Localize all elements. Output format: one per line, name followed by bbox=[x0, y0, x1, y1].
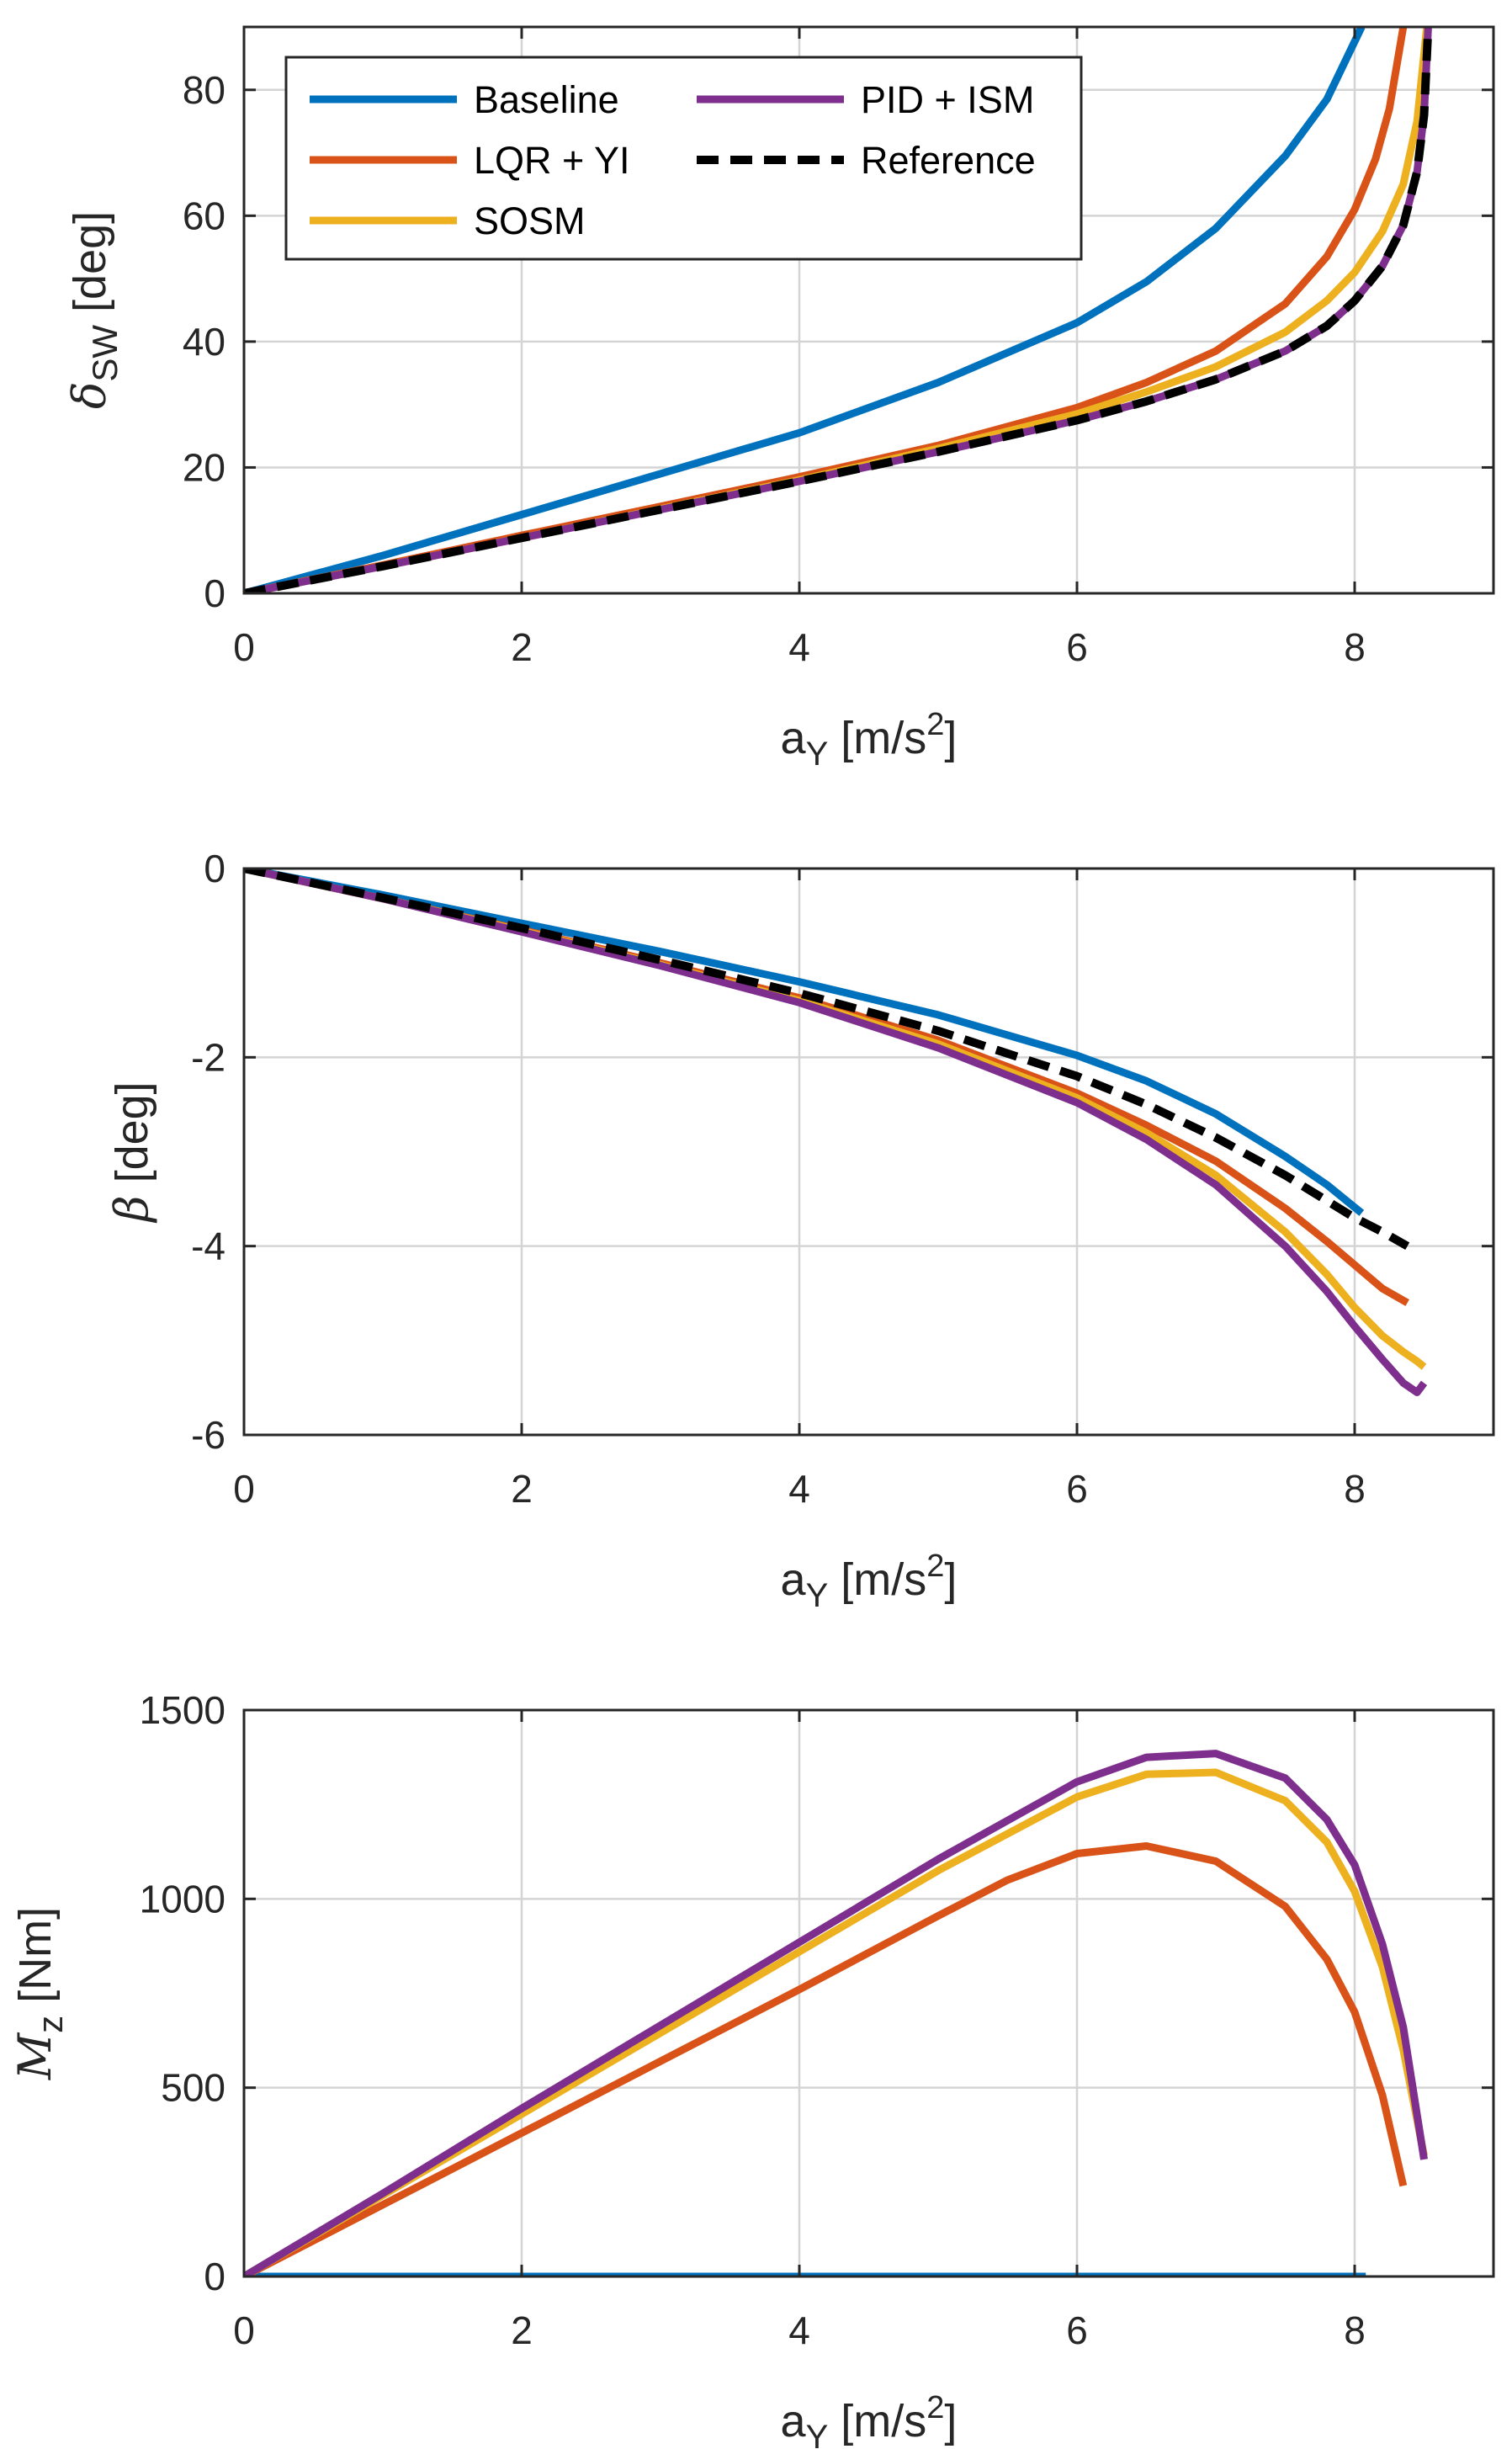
x-tick-label: 2 bbox=[511, 2308, 533, 2352]
x-tick-label: 4 bbox=[788, 1467, 810, 1511]
x-axis-label-unit-close: ] bbox=[944, 2396, 957, 2446]
legend-label: LQR + YI bbox=[474, 139, 630, 182]
x-axis-label-subscript: Y bbox=[806, 2419, 829, 2449]
legend-label: SOSM bbox=[474, 199, 586, 242]
x-tick-label: 6 bbox=[1066, 625, 1088, 669]
x-tick-label: 0 bbox=[233, 1467, 255, 1511]
axes-frame bbox=[242, 1708, 1495, 2278]
x-tick-label: 2 bbox=[511, 625, 533, 669]
series-line-reference bbox=[244, 27, 1433, 593]
y-tick-label: -4 bbox=[191, 1224, 225, 1268]
axes-frame bbox=[242, 867, 1495, 1437]
y-tick-label: 0 bbox=[204, 571, 225, 615]
series-line-sosm bbox=[244, 1768, 1428, 2276]
y-axis-label-unit: [deg] bbox=[107, 1081, 157, 1195]
x-tick-label: 2 bbox=[511, 1467, 533, 1511]
y-axis-label: β [deg] bbox=[105, 1081, 158, 1223]
legend-label: Baseline bbox=[474, 78, 619, 121]
y-axis-label: δSW [deg] bbox=[63, 211, 125, 409]
series-line-lqr-yi bbox=[244, 1842, 1408, 2276]
x-tick-label: 8 bbox=[1344, 2308, 1366, 2352]
y-axis-label-subscript: z bbox=[30, 2016, 70, 2033]
legend: Baseline PID + ISM LQR + YI Reference SOSM bbox=[284, 56, 1083, 261]
x-tick-label: 0 bbox=[233, 625, 255, 669]
y-tick-label: 60 bbox=[183, 194, 225, 237]
y-axis-label-unit: [deg] bbox=[65, 211, 115, 325]
y-tick-label: 80 bbox=[183, 68, 225, 112]
series-group bbox=[244, 27, 1433, 593]
x-axis-label-base: a bbox=[781, 713, 807, 763]
y-tick-label: 500 bbox=[161, 2066, 225, 2110]
y-axis-label-base: δ bbox=[63, 382, 116, 410]
x-axis-label-superscript: 2 bbox=[926, 2390, 944, 2425]
y-tick-label: -2 bbox=[191, 1035, 225, 1079]
x-axis-label-unit-close: ] bbox=[944, 713, 957, 763]
x-tick-label: 8 bbox=[1344, 1467, 1366, 1511]
x-axis-label-subscript: Y bbox=[806, 1577, 829, 1614]
x-axis-label-superscript: 2 bbox=[926, 707, 944, 742]
series-line-pid-ism bbox=[244, 869, 1428, 1396]
x-axis-label-unit: [m/s bbox=[828, 2396, 926, 2446]
y-tick-label: 40 bbox=[183, 320, 225, 364]
axes-frame bbox=[242, 25, 1495, 595]
y-axis-label-base: β bbox=[105, 1195, 158, 1223]
x-tick-label: 8 bbox=[1344, 625, 1366, 669]
y-axis-label-base: M bbox=[8, 2032, 61, 2080]
series-line-pid-ism bbox=[244, 1750, 1428, 2276]
x-tick-label: 6 bbox=[1066, 2308, 1088, 2352]
x-tick-label: 4 bbox=[788, 625, 810, 669]
series-group bbox=[244, 1750, 1428, 2276]
y-axis-label: Mz [Nm] bbox=[8, 1907, 70, 2080]
series-line-baseline bbox=[244, 27, 1366, 593]
x-axis-label-base: a bbox=[781, 1554, 807, 1605]
series-line-baseline bbox=[244, 869, 1365, 1216]
x-axis-label-superscript: 2 bbox=[926, 1549, 944, 1584]
x-axis-label-unit-close: ] bbox=[944, 1554, 957, 1605]
series-line-reference bbox=[244, 869, 1410, 1251]
x-axis-label-subscript: Y bbox=[806, 736, 829, 773]
x-axis-label-unit: [m/s bbox=[828, 713, 926, 763]
x-tick-label: 0 bbox=[233, 2308, 255, 2352]
y-tick-label: 1000 bbox=[140, 1877, 225, 1920]
x-axis-label: aY [m/s2] bbox=[781, 2390, 958, 2449]
y-tick-label: 20 bbox=[183, 445, 225, 489]
x-axis-label-unit: [m/s bbox=[828, 1554, 926, 1605]
y-axis-label-subscript: SW bbox=[85, 325, 125, 382]
y-tick-label: 1500 bbox=[140, 1688, 225, 1732]
plot-area bbox=[244, 869, 1493, 1435]
x-axis-label: aY [m/s2] bbox=[781, 707, 958, 773]
y-tick-label: 0 bbox=[204, 2255, 225, 2298]
legend-label: Reference bbox=[861, 139, 1036, 182]
legend-label: PID + ISM bbox=[861, 78, 1034, 121]
y-axis-label-unit: [Nm] bbox=[10, 1907, 61, 2016]
x-tick-label: 4 bbox=[788, 2308, 810, 2352]
y-tick-label: 0 bbox=[204, 847, 225, 890]
series-group bbox=[244, 869, 1428, 1396]
x-axis-label-base: a bbox=[781, 2396, 807, 2446]
chart-sideslip-angle: 0 2 4 6 80-2-4-6aY [m/s2]β [deg] bbox=[105, 847, 1495, 1614]
y-tick-label: -6 bbox=[191, 1413, 225, 1457]
x-axis-label: aY [m/s2] bbox=[781, 1549, 958, 1614]
x-tick-label: 6 bbox=[1066, 1467, 1088, 1511]
